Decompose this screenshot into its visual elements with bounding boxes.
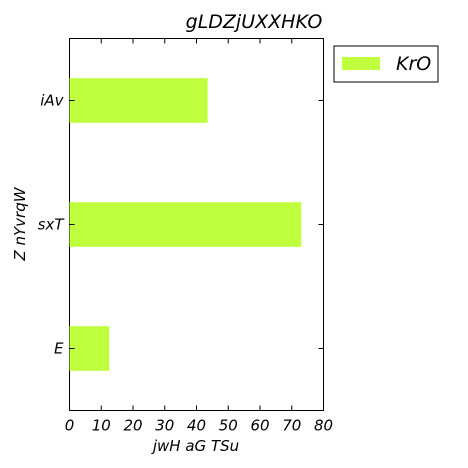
x-axis-label: jwH aG TSu <box>151 437 239 455</box>
x-tick-label: 20 <box>123 417 142 435</box>
bar-sxT <box>69 202 302 247</box>
x-tick-label: 0 <box>65 417 75 435</box>
y-tick-label: sxT <box>38 216 66 234</box>
x-tick-label: 50 <box>219 417 238 435</box>
x-tick-label: 70 <box>282 417 301 435</box>
legend-swatch <box>342 57 380 70</box>
x-tick-label: 60 <box>250 417 269 435</box>
y-tick-label: E <box>54 340 64 358</box>
x-tick-label: 40 <box>187 417 206 435</box>
x-tick-label: 30 <box>155 417 174 435</box>
legend: KrO <box>333 45 439 83</box>
x-tick-label: 10 <box>92 417 111 435</box>
y-tick-label: iAv <box>40 92 64 110</box>
chart-title: gLDZjUXXHKO <box>186 11 323 33</box>
y-axis-label: Z nYvrqW <box>11 186 29 261</box>
bar-iAv <box>69 78 208 123</box>
bar-E <box>69 326 110 371</box>
legend-label: KrO <box>396 53 431 75</box>
bars-layer <box>69 78 302 371</box>
x-tick-label: 80 <box>314 417 333 435</box>
